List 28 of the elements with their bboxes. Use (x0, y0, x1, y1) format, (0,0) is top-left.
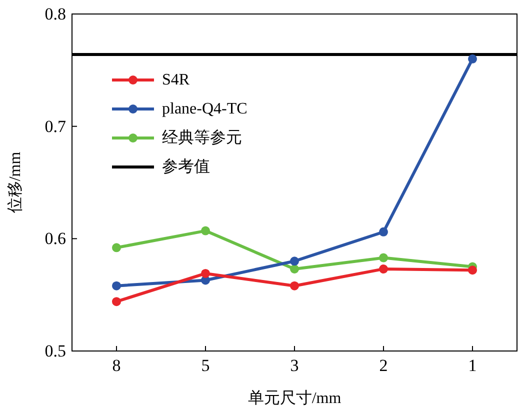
x-tick-label: 5 (201, 356, 210, 375)
point (290, 281, 299, 290)
point (379, 253, 388, 262)
point (379, 264, 388, 274)
y-tick-label: 0.8 (44, 4, 66, 24)
point (112, 281, 121, 290)
point (379, 227, 388, 236)
point (201, 226, 210, 236)
x-tick-label: 3 (290, 356, 299, 375)
y-tick-label: 0.7 (44, 116, 66, 136)
point (112, 243, 121, 252)
point (468, 54, 477, 64)
legend-label: 参考值 (162, 158, 210, 176)
point (290, 264, 299, 274)
y-tick-label: 0.6 (44, 229, 66, 248)
point (290, 256, 299, 266)
x-tick-label: 2 (379, 356, 388, 375)
point (201, 268, 210, 278)
y-axis-title: 位移/mm (7, 151, 24, 214)
legend-label: 经典等参元 (162, 128, 242, 146)
x-tick-label: 1 (468, 356, 477, 375)
point (468, 266, 477, 275)
x-axis-title: 单元尺寸/mm (248, 389, 342, 407)
legend-label: plane-Q4-TC (162, 100, 248, 118)
point (112, 297, 121, 306)
y-tick-label: 0.5 (44, 342, 66, 360)
legend-label: S4R (162, 72, 190, 88)
x-tick-label: 8 (112, 356, 121, 375)
